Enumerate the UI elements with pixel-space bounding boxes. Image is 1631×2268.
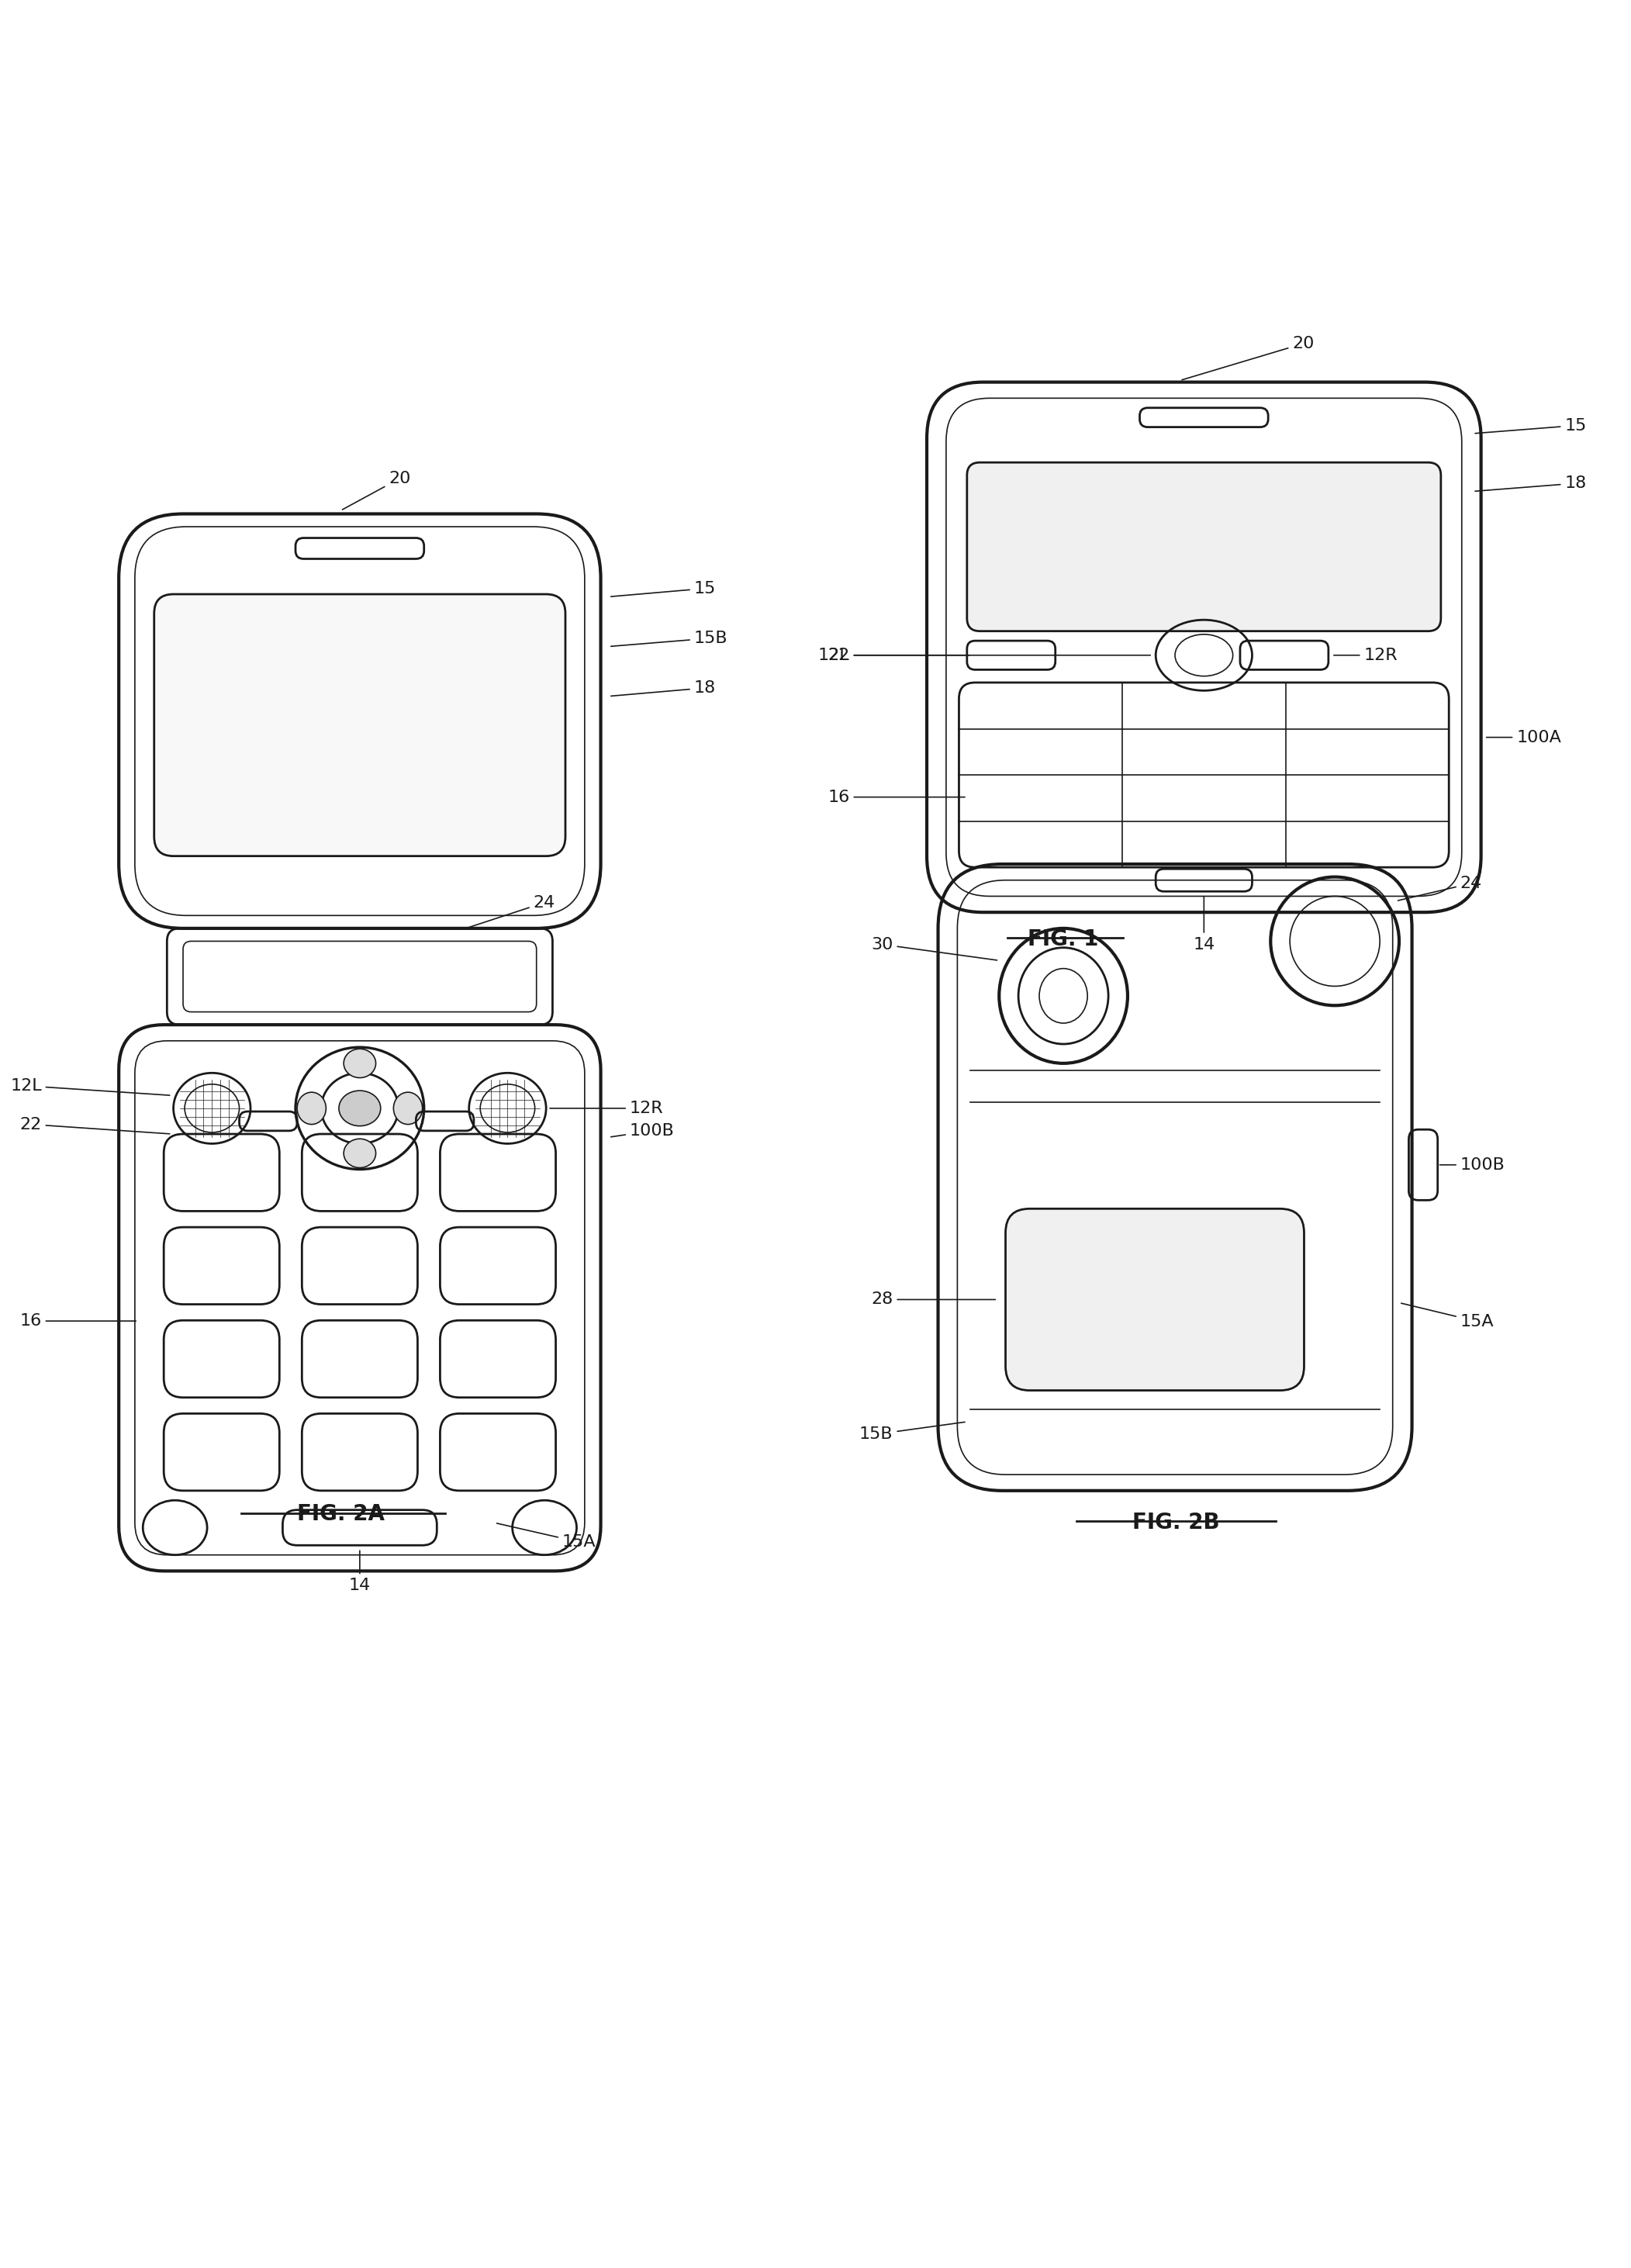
Text: 16: 16 (829, 789, 966, 805)
Text: 15: 15 (612, 581, 716, 596)
Text: 15A: 15A (497, 1524, 595, 1549)
Text: 22: 22 (829, 646, 1150, 662)
Ellipse shape (297, 1093, 326, 1125)
Text: 14: 14 (349, 1551, 370, 1592)
Text: 30: 30 (871, 937, 997, 959)
Text: 24: 24 (468, 896, 555, 928)
FancyBboxPatch shape (155, 594, 566, 855)
Ellipse shape (393, 1093, 422, 1125)
Text: 18: 18 (1474, 476, 1587, 492)
FancyBboxPatch shape (967, 463, 1440, 631)
Text: 22: 22 (20, 1116, 170, 1134)
Text: 28: 28 (871, 1293, 995, 1306)
Text: 24: 24 (1398, 875, 1483, 900)
Text: 14: 14 (1192, 896, 1215, 953)
Ellipse shape (344, 1139, 375, 1168)
Text: 100B: 100B (612, 1123, 675, 1139)
Text: 12R: 12R (550, 1100, 664, 1116)
Text: 12L: 12L (10, 1077, 170, 1095)
Text: 100B: 100B (1440, 1157, 1505, 1173)
Text: 12L: 12L (819, 646, 970, 662)
Ellipse shape (344, 1048, 375, 1077)
Text: 15: 15 (1474, 417, 1587, 433)
Text: FIG. 2A: FIG. 2A (297, 1504, 385, 1526)
Text: 20: 20 (1182, 336, 1315, 379)
Text: 18: 18 (612, 680, 716, 696)
Text: 15B: 15B (860, 1422, 966, 1442)
Text: 100A: 100A (1486, 730, 1561, 746)
FancyBboxPatch shape (1006, 1209, 1305, 1390)
Text: 15B: 15B (612, 631, 727, 646)
Text: 12R: 12R (1334, 646, 1398, 662)
Text: FIG. 1: FIG. 1 (1028, 928, 1099, 950)
Text: 15A: 15A (1401, 1304, 1494, 1329)
Ellipse shape (339, 1091, 380, 1125)
Text: FIG. 2B: FIG. 2B (1132, 1510, 1220, 1533)
Text: 20: 20 (343, 472, 411, 510)
Text: 16: 16 (20, 1313, 135, 1329)
